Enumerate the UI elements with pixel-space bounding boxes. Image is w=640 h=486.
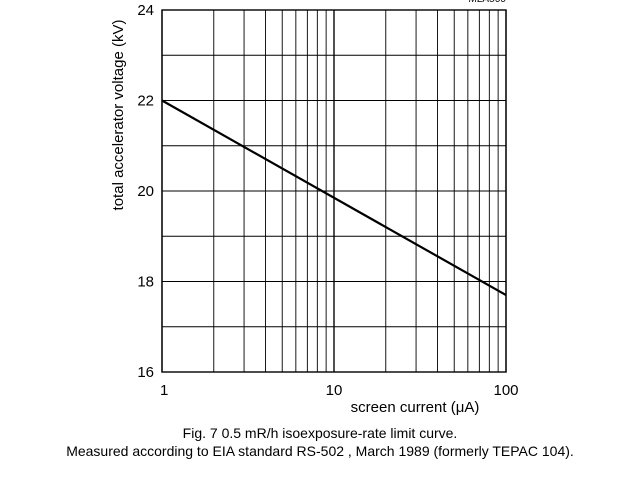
limit-curve-line <box>161 99 507 297</box>
plot-frame <box>161 9 507 373</box>
x-tick-label: 100 <box>493 382 518 399</box>
x-tick-label: 1 <box>160 382 168 399</box>
figure-id: MLA566 <box>469 0 507 5</box>
y-tick-label: 16 <box>137 364 154 381</box>
series-layer <box>161 99 507 297</box>
x-axis-label: screen current (μA) <box>351 399 480 416</box>
y-tick-label: 20 <box>137 183 154 200</box>
y-tick-label: 22 <box>137 93 154 110</box>
tick-labels: 16 18 20 22 24 1 10 100 <box>137 2 518 399</box>
figure-caption-title: Fig. 7 0.5 mR/h isoexposure-rate limit c… <box>182 425 458 441</box>
grid <box>161 9 507 373</box>
y-tick-label: 24 <box>137 2 154 19</box>
chart: 16 18 20 22 24 1 10 100 MLA566 total accelerato… <box>110 0 519 416</box>
figure-caption-note: Measured according to EIA standard RS-50… <box>66 443 574 459</box>
y-tick-label: 18 <box>137 274 154 291</box>
x-tick-label: 10 <box>326 382 343 399</box>
y-axis-label: total accelerator voltage (kV) <box>110 20 127 211</box>
